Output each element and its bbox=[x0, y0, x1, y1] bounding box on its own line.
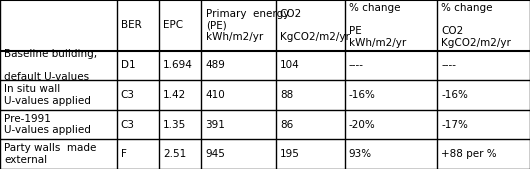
Text: ----: ---- bbox=[349, 61, 364, 70]
Text: -16%: -16% bbox=[441, 90, 469, 100]
Text: EPC: EPC bbox=[163, 20, 183, 30]
Text: 104: 104 bbox=[280, 61, 299, 70]
Text: 86: 86 bbox=[280, 120, 293, 130]
Text: 1.35: 1.35 bbox=[163, 120, 187, 130]
Text: C3: C3 bbox=[121, 90, 135, 100]
Text: 195: 195 bbox=[280, 149, 300, 159]
Text: Pre-1991
U-values applied: Pre-1991 U-values applied bbox=[4, 114, 91, 135]
Text: 93%: 93% bbox=[349, 149, 372, 159]
Text: -17%: -17% bbox=[441, 120, 469, 130]
Text: ----: ---- bbox=[441, 61, 456, 70]
Text: +88 per %: +88 per % bbox=[441, 149, 497, 159]
Text: 391: 391 bbox=[206, 120, 226, 130]
Text: Primary  energy
(PE)
kWh/m2/yr: Primary energy (PE) kWh/m2/yr bbox=[206, 9, 289, 42]
Text: -20%: -20% bbox=[349, 120, 375, 130]
Text: 945: 945 bbox=[206, 149, 226, 159]
Text: F: F bbox=[121, 149, 127, 159]
Text: D1: D1 bbox=[121, 61, 136, 70]
Text: 410: 410 bbox=[206, 90, 225, 100]
Text: % change

CO2
KgCO2/m2/yr: % change CO2 KgCO2/m2/yr bbox=[441, 3, 511, 48]
Text: 2.51: 2.51 bbox=[163, 149, 187, 159]
Text: 489: 489 bbox=[206, 61, 226, 70]
Text: 88: 88 bbox=[280, 90, 293, 100]
Text: C3: C3 bbox=[121, 120, 135, 130]
Text: 1.694: 1.694 bbox=[163, 61, 193, 70]
Text: CO2

KgCO2/m2/yr: CO2 KgCO2/m2/yr bbox=[280, 9, 350, 42]
Text: Party walls  made
external: Party walls made external bbox=[4, 143, 96, 165]
Text: 1.42: 1.42 bbox=[163, 90, 187, 100]
Text: In situ wall
U-values applied: In situ wall U-values applied bbox=[4, 84, 91, 106]
Text: BER: BER bbox=[121, 20, 142, 30]
Text: Baseline building,

default U-values: Baseline building, default U-values bbox=[4, 49, 98, 82]
Text: % change

PE
kWh/m2/yr: % change PE kWh/m2/yr bbox=[349, 3, 406, 48]
Text: -16%: -16% bbox=[349, 90, 376, 100]
